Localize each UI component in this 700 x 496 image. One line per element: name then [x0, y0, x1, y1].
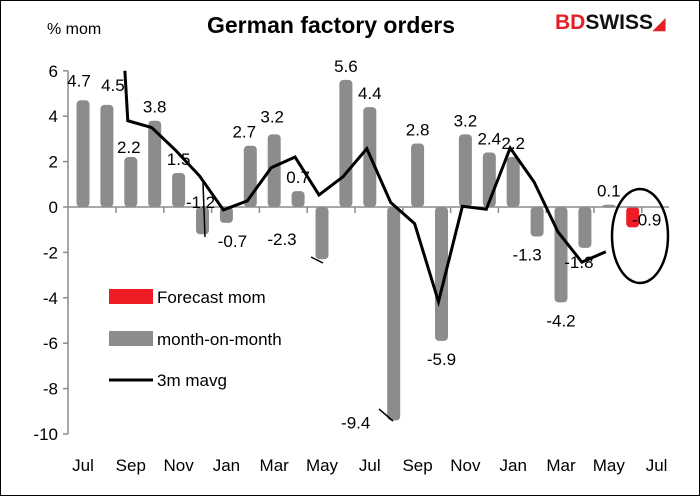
mom-bar [196, 207, 209, 235]
y-tick-label: 0 [49, 198, 58, 217]
y-tick-label: -10 [33, 425, 58, 444]
legend-swatch [109, 331, 153, 346]
y-tick-label: 4 [49, 107, 58, 126]
legend-label: Forecast mom [157, 288, 266, 307]
legend-label: month-on-month [157, 330, 282, 349]
label-leader-line [378, 408, 394, 422]
x-tick-label: Nov [163, 456, 194, 475]
x-tick-label: Mar [260, 456, 290, 475]
logo-arrow-icon: ◢ [653, 16, 666, 33]
x-tick-label: Jul [359, 456, 381, 475]
data-label: -1.3 [512, 246, 541, 265]
mom-bar [291, 191, 305, 207]
y-tick-label: -8 [43, 380, 58, 399]
data-label: 2.2 [117, 138, 141, 157]
mom-bar [530, 207, 544, 237]
data-label: 0.1 [597, 182, 621, 201]
y-tick-label: 2 [49, 153, 58, 172]
data-label: 2.2 [501, 134, 525, 153]
data-label: 4.5 [101, 76, 125, 95]
logo-bd: BD [555, 11, 586, 34]
label-leader-line [310, 256, 324, 264]
y-tick-label: -6 [43, 334, 58, 353]
highlight-ellipse [610, 187, 670, 285]
mom-bar [100, 104, 114, 207]
data-label: 4.4 [358, 84, 382, 103]
data-label: -0.7 [218, 232, 247, 251]
data-label: 5.6 [334, 57, 358, 76]
data-label: 1.5 [167, 150, 191, 169]
legend-label: 3m mavg [157, 371, 227, 390]
x-tick-label: Jul [72, 456, 94, 475]
y-tick-label: -2 [43, 243, 58, 262]
mom-bar [339, 79, 353, 207]
data-label: -9.4 [341, 413, 370, 432]
x-tick-label: Sep [116, 456, 146, 475]
data-label: 3.2 [454, 111, 478, 130]
data-label: -0.9 [632, 210, 661, 229]
x-tick-label: Mar [546, 456, 576, 475]
mom-bar [267, 134, 281, 207]
mom-bar [148, 120, 162, 207]
data-label: 2.8 [406, 120, 430, 139]
data-label: 3.2 [260, 107, 284, 126]
mom-bar [578, 207, 592, 248]
x-tick-label: May [306, 456, 339, 475]
y-tick-label: 6 [49, 62, 58, 81]
mom-bar [76, 100, 90, 207]
mom-bar [124, 157, 138, 207]
mom-bar [387, 207, 401, 421]
data-label: 4.7 [67, 71, 91, 90]
mom-bar [411, 143, 425, 207]
y-axis-label: % mom [47, 21, 102, 38]
x-tick-label: Sep [402, 456, 432, 475]
x-tick-label: Nov [450, 456, 481, 475]
mom-bar [435, 207, 448, 341]
data-label: 2.7 [232, 123, 256, 142]
logo-swiss: SWISS [585, 11, 654, 34]
y-tick-label: -4 [43, 289, 58, 308]
bdswiss-logo: BDSWISS◢ [555, 11, 665, 35]
data-label: -5.9 [427, 350, 456, 369]
legend-swatch [109, 289, 153, 304]
mom-bar [506, 157, 520, 207]
data-label: -4.2 [546, 311, 575, 330]
x-tick-label: Jul [646, 456, 668, 475]
forecast-bar [626, 207, 640, 228]
x-tick-label: Jan [213, 456, 240, 475]
data-label: 3.8 [143, 98, 167, 117]
data-label: -2.3 [267, 230, 296, 249]
mom-bar [172, 172, 186, 207]
mom-bar [315, 207, 329, 260]
data-label: -1.2 [186, 193, 215, 212]
mom-bar [458, 134, 472, 207]
chart-title: German factory orders [207, 12, 455, 38]
label-leader-line [202, 182, 206, 238]
data-label: 0.7 [286, 168, 310, 187]
data-label: -1.8 [564, 253, 593, 272]
x-tick-label: May [593, 456, 626, 475]
data-label: 2.4 [477, 130, 501, 149]
mavg-line [123, 70, 607, 308]
x-tick-label: Jan [499, 456, 526, 475]
